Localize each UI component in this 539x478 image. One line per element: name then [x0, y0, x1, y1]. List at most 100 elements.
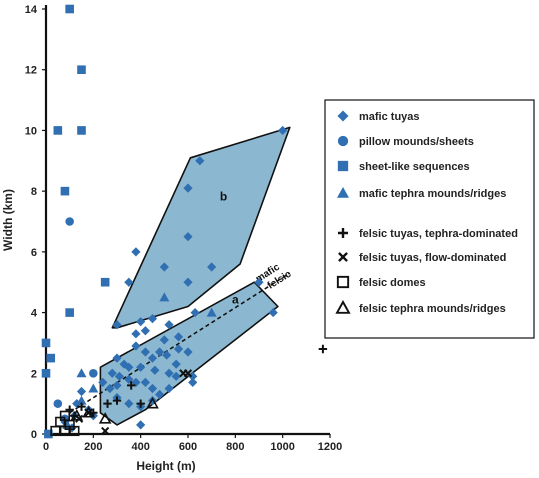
series-circle: [53, 217, 98, 424]
y-axis-label: Width (km): [1, 189, 15, 251]
data-point-plus: [112, 396, 122, 405]
data-point-circle: [53, 399, 63, 408]
data-point-diamond: [112, 380, 122, 391]
data-point-plus: [318, 344, 328, 354]
data-point-diamond: [183, 347, 193, 357]
labels: ab: [220, 189, 239, 306]
x-tick-label: 1200: [318, 441, 342, 453]
data-point-square: [44, 429, 53, 439]
data-point-diamond: [171, 359, 181, 369]
y-tick-label: 10: [25, 125, 37, 137]
x-tick-label: 800: [226, 441, 244, 453]
data-point-diamond: [119, 359, 129, 369]
data-point-diamond: [140, 326, 150, 336]
data-point-open-triangle: [70, 409, 84, 421]
data-point-diamond: [183, 277, 193, 287]
data-point-diamond: [140, 347, 150, 357]
x-tick-label: 0: [43, 441, 49, 453]
data-point-diamond: [188, 371, 198, 381]
legend-marker-cross: [338, 252, 348, 262]
data-point-diamond: [190, 307, 200, 318]
x-tick-label: 600: [179, 441, 197, 453]
data-point-open-square: [59, 425, 71, 437]
series-open-square: [50, 410, 80, 437]
legend-marker-square: [337, 160, 349, 172]
data-point-diamond: [164, 368, 174, 378]
data-point-cross: [101, 426, 110, 436]
data-point-diamond: [140, 377, 150, 387]
legend-marker-open-square: [336, 275, 350, 289]
legend-label: felsic domes: [359, 277, 426, 289]
legend-label: pillow mounds/sheets: [359, 136, 474, 148]
legend-label: mafic tuyas: [359, 111, 420, 123]
data-point-diamond: [112, 353, 122, 363]
legend-box: [324, 99, 535, 339]
data-point-diamond: [105, 383, 115, 394]
data-point-diamond: [147, 314, 158, 324]
y-tick-label: 14: [25, 4, 38, 16]
data-point-diamond: [124, 399, 134, 409]
data-point-diamond: [155, 347, 165, 357]
data-point-diamond: [112, 320, 122, 330]
data-point-diamond: [136, 362, 146, 372]
legend-marker-circle: [337, 135, 349, 147]
series-open-triangle: [70, 396, 159, 424]
legend-label: felsic tuyas, tephra-dominated: [359, 228, 518, 240]
data-point-diamond: [107, 368, 117, 378]
region-label-b: b: [220, 189, 227, 203]
data-point-triangle: [88, 383, 99, 393]
data-point-diamond: [147, 383, 158, 394]
series-plus: [65, 344, 328, 420]
data-point-diamond: [131, 377, 141, 387]
data-point-circle: [89, 368, 98, 378]
data-point-diamond: [173, 332, 184, 342]
legend-label: felsic tephra mounds/ridges: [359, 303, 506, 315]
data-point-open-square: [50, 425, 61, 437]
axes: 0 200 400 600 800 1000 1200 0 2 4 6 8 10 12 14 Height (…: [1, 4, 342, 473]
y-tick-label: 12: [25, 65, 37, 77]
y-tick-label: 0: [31, 429, 37, 441]
data-point-square: [65, 308, 74, 317]
data-point-square: [41, 338, 51, 348]
data-point-open-square: [69, 425, 80, 437]
data-point-diamond: [159, 335, 169, 345]
data-point-plus: [77, 402, 86, 411]
data-point-square: [77, 126, 86, 135]
data-point-diamond: [268, 307, 278, 318]
legend: mafic tuyas pillow mounds/sheets sheet-lik…: [324, 99, 535, 339]
data-point-plus: [127, 381, 136, 390]
data-point-triangle: [206, 307, 217, 317]
data-point-diamond: [188, 377, 198, 387]
x-tick-label: 1000: [270, 441, 294, 453]
data-point-diamond: [98, 377, 108, 387]
x-tick-label: 400: [131, 441, 149, 453]
data-point-square: [46, 353, 56, 363]
data-point-diamond: [136, 420, 146, 430]
data-point-open-triangle: [98, 412, 112, 424]
data-point-diamond: [72, 399, 82, 409]
legend-marker-open-triangle: [335, 300, 351, 314]
data-point-diamond: [164, 383, 174, 394]
data-point-diamond: [278, 125, 288, 136]
data-point-diamond: [114, 371, 124, 381]
data-point-open-triangle: [146, 396, 159, 409]
data-point-square: [53, 126, 63, 135]
data-point-diamond: [183, 183, 193, 193]
data-point-square: [41, 368, 51, 378]
legend-label: felsic tuyas, flow-dominated: [359, 252, 506, 264]
legend-label: sheet-like sequences: [359, 161, 470, 173]
data-point-plus: [103, 399, 112, 408]
data-point-diamond: [124, 277, 134, 287]
data-point-diamond: [173, 344, 184, 354]
region-label-a: a: [232, 292, 239, 306]
data-point-diamond: [131, 329, 141, 339]
data-point-diamond: [159, 262, 169, 272]
data-point-diamond: [171, 371, 181, 381]
series-square: [41, 4, 110, 439]
points: [41, 4, 328, 439]
data-point-cross: [75, 414, 84, 423]
data-point-triangle: [76, 368, 87, 378]
data-point-diamond: [164, 320, 174, 330]
data-point-diamond: [131, 341, 141, 351]
data-point-diamond: [183, 232, 193, 242]
